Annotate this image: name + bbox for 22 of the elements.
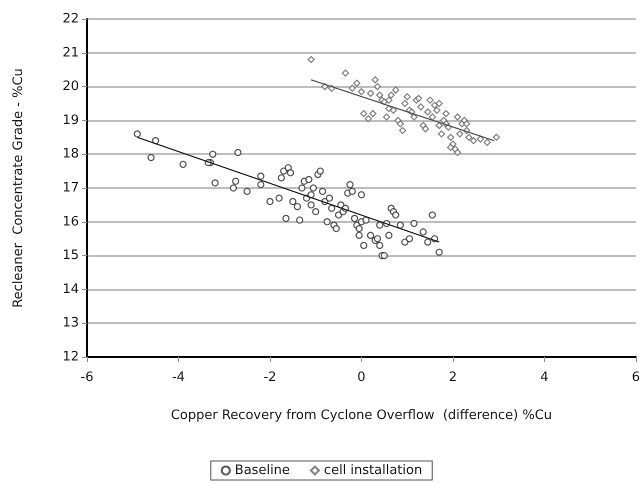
y-tick-label: 20 (62, 79, 79, 94)
y-tick-label: 16 (62, 214, 79, 230)
x-tick-label: -6 (80, 370, 94, 385)
y-tick-label: 22 (62, 12, 79, 26)
y-tick-label: 21 (62, 45, 79, 60)
y-tick-label: 19 (62, 112, 79, 128)
x-tick-label: 2 (448, 370, 458, 385)
y-tick-label: 17 (62, 180, 79, 196)
x-tick-label: 6 (632, 370, 640, 385)
y-tick-label: 14 (62, 282, 79, 297)
y-tick-label: 12 (62, 350, 79, 364)
x-tick-label: -2 (263, 370, 276, 385)
x-tick-label: -4 (172, 370, 185, 385)
y-axis-title: Recleaner Concentrate Grade - %Cu (11, 68, 26, 308)
x-tick-label: 4 (540, 370, 549, 385)
y-tick-label: 15 (62, 248, 79, 264)
legend-label: cell installation (324, 463, 422, 478)
y-tick-label: 18 (62, 146, 79, 162)
x-axis-title: Copper Recovery from Cyclone Overflow (difference) %Cu (170, 408, 552, 423)
y-tick-label: 13 (62, 316, 79, 331)
legend-label: Baseline (234, 463, 290, 478)
x-tick-label: 0 (357, 370, 366, 385)
